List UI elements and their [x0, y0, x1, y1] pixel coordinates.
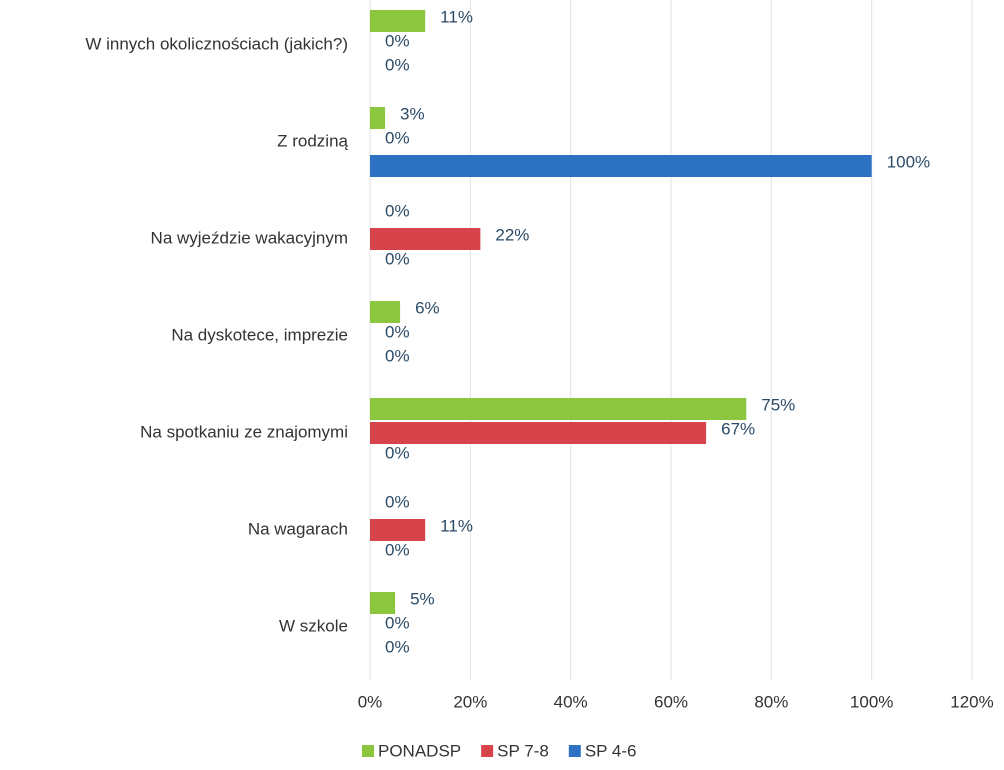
category-label: Na wagarach	[248, 519, 348, 538]
value-label: 0%	[385, 637, 410, 656]
legend-label: PONADSP	[378, 741, 461, 760]
legend-label: SP 7-8	[497, 741, 549, 760]
bar	[370, 155, 872, 177]
value-label: 22%	[495, 225, 529, 244]
bar	[370, 398, 747, 420]
value-label: 0%	[385, 540, 410, 559]
value-label: 0%	[385, 613, 410, 632]
bar	[370, 228, 481, 250]
value-label: 0%	[385, 492, 410, 511]
value-label: 0%	[385, 31, 410, 50]
bar	[370, 519, 426, 541]
legend-swatch	[568, 745, 581, 757]
value-label: 6%	[415, 298, 440, 317]
value-label: 100%	[887, 152, 930, 171]
value-label: 0%	[385, 443, 410, 462]
value-label: 0%	[385, 201, 410, 220]
value-label: 0%	[385, 346, 410, 365]
x-tick-label: 100%	[850, 692, 893, 711]
x-tick-label: 60%	[654, 692, 688, 711]
bar	[370, 422, 707, 444]
legend-swatch	[481, 745, 494, 757]
x-tick-label: 20%	[453, 692, 487, 711]
x-tick-label: 120%	[950, 692, 993, 711]
value-label: 67%	[721, 419, 755, 438]
category-label: W innych okolicznościach (jakich?)	[85, 34, 348, 53]
value-label: 0%	[385, 128, 410, 147]
category-label: Z rodziną	[277, 131, 348, 150]
bar	[370, 10, 426, 32]
category-label: W szkole	[279, 616, 348, 635]
legend-swatch	[362, 745, 374, 757]
value-label: 0%	[385, 322, 410, 341]
category-label: Na wyjeździe wakacyjnym	[151, 228, 348, 247]
bar	[370, 107, 386, 129]
value-label: 11%	[440, 7, 473, 26]
legend-label: SP 4-6	[585, 741, 637, 760]
value-label: 11%	[440, 516, 473, 535]
value-label: 75%	[761, 395, 795, 414]
value-label: 0%	[385, 55, 410, 74]
x-tick-label: 0%	[358, 692, 383, 711]
category-label: Na spotkaniu ze znajomymi	[140, 422, 348, 441]
category-label: Na dyskotece, imprezie	[171, 325, 348, 344]
value-label: 0%	[385, 249, 410, 268]
value-label: 3%	[400, 104, 425, 123]
value-label: 5%	[410, 589, 435, 608]
x-tick-label: 80%	[754, 692, 788, 711]
bar	[370, 592, 396, 614]
bar	[370, 301, 401, 323]
x-tick-label: 40%	[554, 692, 588, 711]
